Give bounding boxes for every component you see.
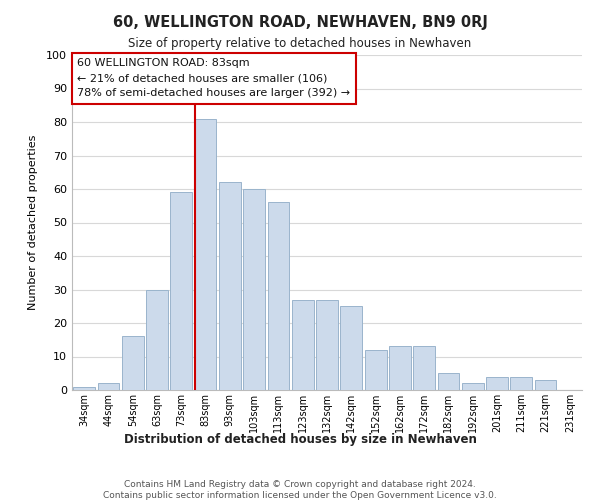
- Bar: [437, 373, 460, 390]
- Bar: [292, 300, 314, 390]
- Text: 60 WELLINGTON ROAD: 83sqm
← 21% of detached houses are smaller (106)
78% of semi: 60 WELLINGTON ROAD: 83sqm ← 21% of detac…: [77, 58, 350, 98]
- Bar: [413, 346, 435, 390]
- Bar: [316, 300, 338, 390]
- Text: Contains public sector information licensed under the Open Government Licence v3: Contains public sector information licen…: [103, 491, 497, 500]
- Bar: [97, 384, 119, 390]
- Text: 60, WELLINGTON ROAD, NEWHAVEN, BN9 0RJ: 60, WELLINGTON ROAD, NEWHAVEN, BN9 0RJ: [113, 15, 487, 30]
- Text: Distribution of detached houses by size in Newhaven: Distribution of detached houses by size …: [124, 432, 476, 446]
- Bar: [389, 346, 411, 390]
- Bar: [462, 384, 484, 390]
- Bar: [486, 376, 508, 390]
- Bar: [194, 118, 217, 390]
- Text: Contains HM Land Registry data © Crown copyright and database right 2024.: Contains HM Land Registry data © Crown c…: [124, 480, 476, 489]
- Text: Size of property relative to detached houses in Newhaven: Size of property relative to detached ho…: [128, 38, 472, 51]
- Bar: [170, 192, 192, 390]
- Bar: [268, 202, 289, 390]
- Bar: [243, 189, 265, 390]
- Bar: [535, 380, 556, 390]
- Bar: [511, 376, 532, 390]
- Bar: [73, 386, 95, 390]
- Bar: [340, 306, 362, 390]
- Y-axis label: Number of detached properties: Number of detached properties: [28, 135, 38, 310]
- Bar: [122, 336, 143, 390]
- Bar: [365, 350, 386, 390]
- Bar: [219, 182, 241, 390]
- Bar: [146, 290, 168, 390]
